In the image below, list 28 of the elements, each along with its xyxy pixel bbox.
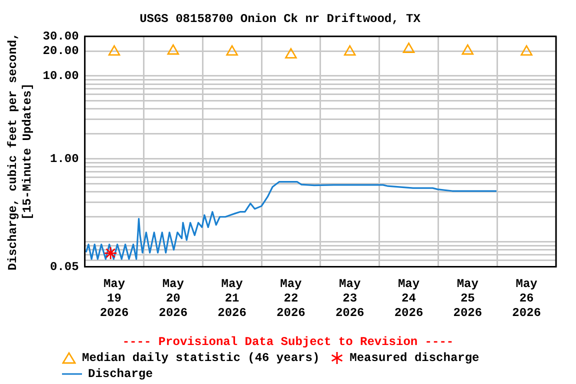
legend-label: Median daily statistic (46 years): [82, 351, 320, 365]
point: [226, 45, 238, 56]
point: [462, 44, 474, 55]
x-tick-label: May 22 2026: [276, 277, 306, 320]
y-tick-label: 0.05: [50, 260, 79, 274]
point: [344, 45, 356, 56]
x-tick-label: May 26 2026: [512, 277, 541, 320]
x-tick-label: May 25 2026: [453, 277, 482, 320]
x-tick-label: May 19 2026: [100, 277, 129, 320]
point: [520, 45, 532, 56]
y-tick-label: 30.00: [42, 29, 79, 44]
y-axis-title: Discharge, cubic feet per second, [15-Minute Updates]: [6, 32, 35, 270]
y-tick-label: 20.00: [42, 44, 79, 58]
text: ---- Provisional Data Subject to Revision ----: [121, 335, 455, 349]
x-tick-label: May 20 2026: [158, 277, 188, 320]
point: [108, 45, 120, 56]
point: [402, 42, 415, 53]
legend-label: Discharge: [88, 367, 153, 381]
chart-title: USGS 08158700 Onion Ck nr Driftwood, TX: [140, 12, 422, 26]
point: [167, 44, 180, 55]
y-tick-label: 1.00: [50, 152, 79, 166]
legend-label: Measured discharge: [350, 351, 480, 365]
point: [285, 48, 297, 58]
point: [104, 246, 118, 260]
x-tick-label: May 21 2026: [218, 277, 246, 320]
y-tick-label: 10.00: [42, 68, 79, 83]
x-tick-label: May 23 2026: [335, 277, 364, 320]
x-tick-label: May 24 2026: [394, 277, 424, 320]
